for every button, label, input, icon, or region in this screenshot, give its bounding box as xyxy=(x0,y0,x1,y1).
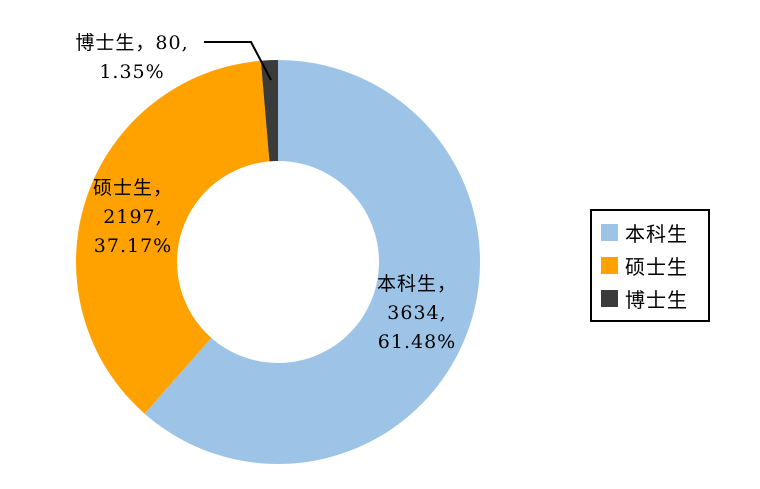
legend-swatch-doctoral xyxy=(601,290,618,307)
data-label-doctoral: 博士生，80, 1.35% xyxy=(42,29,222,87)
legend-label-doctoral: 博士生 xyxy=(625,288,688,312)
data-label-master-value: 2197, xyxy=(103,206,163,228)
donut-segment-2 xyxy=(260,60,278,162)
legend-item-master: 硕士生 xyxy=(592,249,708,282)
legend-label-master: 硕士生 xyxy=(625,255,688,279)
data-label-undergraduate: 本科生， 3634, 61.48% xyxy=(337,270,497,357)
donut-segment-0 xyxy=(144,60,481,465)
data-label-master-name: 硕士生， xyxy=(92,177,173,199)
data-label-undergraduate-name: 本科生， xyxy=(376,273,457,295)
legend-swatch-undergraduate xyxy=(601,224,618,241)
data-label-doctoral-percent: 1.35% xyxy=(99,61,165,83)
data-label-undergraduate-percent: 61.48% xyxy=(377,331,457,353)
legend-label-undergraduate: 本科生 xyxy=(625,222,688,246)
data-label-doctoral-name-value: 博士生，80, xyxy=(75,32,189,54)
legend-item-doctoral: 博士生 xyxy=(592,282,708,315)
legend: 本科生 硕士生 博士生 xyxy=(590,209,710,322)
donut-segment-1 xyxy=(76,60,270,414)
data-label-master: 硕士生， 2197, 37.17% xyxy=(53,174,213,261)
data-label-master-percent: 37.17% xyxy=(93,235,173,257)
legend-item-undergraduate: 本科生 xyxy=(592,216,708,249)
legend-swatch-master xyxy=(601,257,618,274)
data-label-undergraduate-value: 3634, xyxy=(387,302,447,324)
leader-line-doctoral xyxy=(204,41,272,81)
